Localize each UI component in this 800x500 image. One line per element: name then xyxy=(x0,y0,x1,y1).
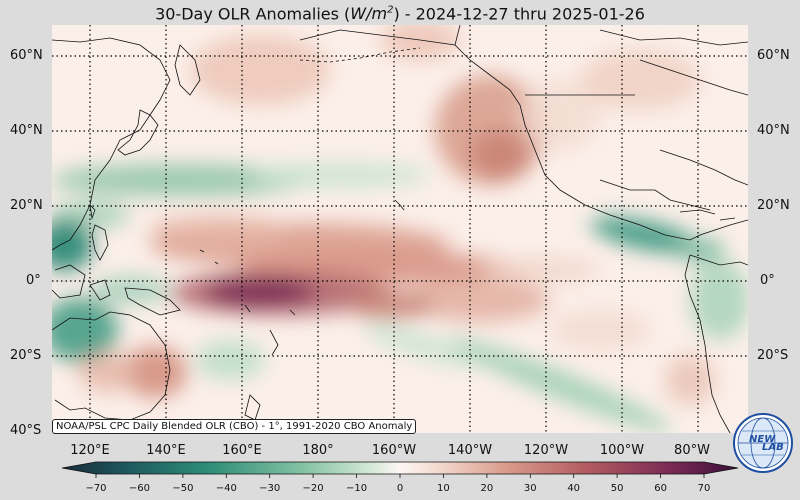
graticule xyxy=(52,25,748,433)
lat-label-40n-right: 40°N xyxy=(757,123,790,138)
colorbar-tick-label: 50 xyxy=(610,483,624,494)
title-prefix: 30-Day OLR Anomalies ( xyxy=(155,4,351,24)
lon-label-100w: 100°W xyxy=(599,443,645,458)
colorbar-tick-label: −70 xyxy=(85,483,107,494)
colorbar xyxy=(61,461,739,478)
colorbar-tick-label: 20 xyxy=(480,483,494,494)
colorbar-tick-label: 10 xyxy=(437,483,450,494)
lon-label-160w: 160°W xyxy=(371,443,417,458)
lat-label-eq-right: 0° xyxy=(760,273,775,288)
lon-label-140w: 140°W xyxy=(447,443,493,458)
lat-label-40n-left: 40°N xyxy=(10,123,43,138)
colorbar-tick-label: −20 xyxy=(302,483,324,494)
lon-label-80w: 80°W xyxy=(674,443,710,458)
title-suffix: ) - 2024-12-27 thru 2025-01-26 xyxy=(393,4,645,24)
colorbar-tick-label: −60 xyxy=(128,483,150,494)
lon-label-180: 180° xyxy=(302,443,334,458)
lat-label-60n-right: 60°N xyxy=(757,48,790,63)
lat-label-20n-left: 20°N xyxy=(10,198,43,213)
lat-label-20s-left: 20°S xyxy=(10,348,42,363)
coastlines xyxy=(52,25,748,433)
colorbar-tick-label: 60 xyxy=(654,483,667,494)
lat-label-40s-left: 40°S xyxy=(10,423,42,438)
colorbar-tick-label: 30 xyxy=(523,483,537,494)
title-unit-exponent: 2 xyxy=(387,5,394,16)
colorbar-tick-label: 40 xyxy=(567,483,581,494)
anomaly-field xyxy=(52,25,748,433)
colorbar-tick-label: −10 xyxy=(346,483,368,494)
lat-label-eq-left: 0° xyxy=(26,273,41,288)
logo-text-left: NEW xyxy=(749,434,776,445)
colorbar-tick-label: −30 xyxy=(259,483,281,494)
lon-label-120e: 120°E xyxy=(70,443,110,458)
lon-label-120w: 120°W xyxy=(523,443,569,458)
colorbar-tick-label: −40 xyxy=(215,483,237,494)
lon-label-160e: 160°E xyxy=(222,443,262,458)
lon-label-140e: 140°E xyxy=(146,443,186,458)
map-title: 30-Day OLR Anomalies (W/m2) - 2024-12-27… xyxy=(0,0,800,25)
lat-label-60n-left: 60°N xyxy=(10,48,43,63)
lat-label-20s-right: 20°S xyxy=(757,348,789,363)
colorbar-tick-label: 70 xyxy=(697,483,711,494)
colorbar-tick-label: −50 xyxy=(172,483,194,494)
title-unit-base: W/m xyxy=(350,4,388,24)
colorbar-tick-label: 0 xyxy=(396,483,404,494)
globe-logo-icon: NEW LAB xyxy=(733,413,793,473)
source-note: NOAA/PSL CPC Daily Blended OLR (CBO) - 1… xyxy=(52,419,417,434)
logo-text-right: LAB xyxy=(762,442,784,453)
lat-label-20n-right: 20°N xyxy=(757,198,790,213)
